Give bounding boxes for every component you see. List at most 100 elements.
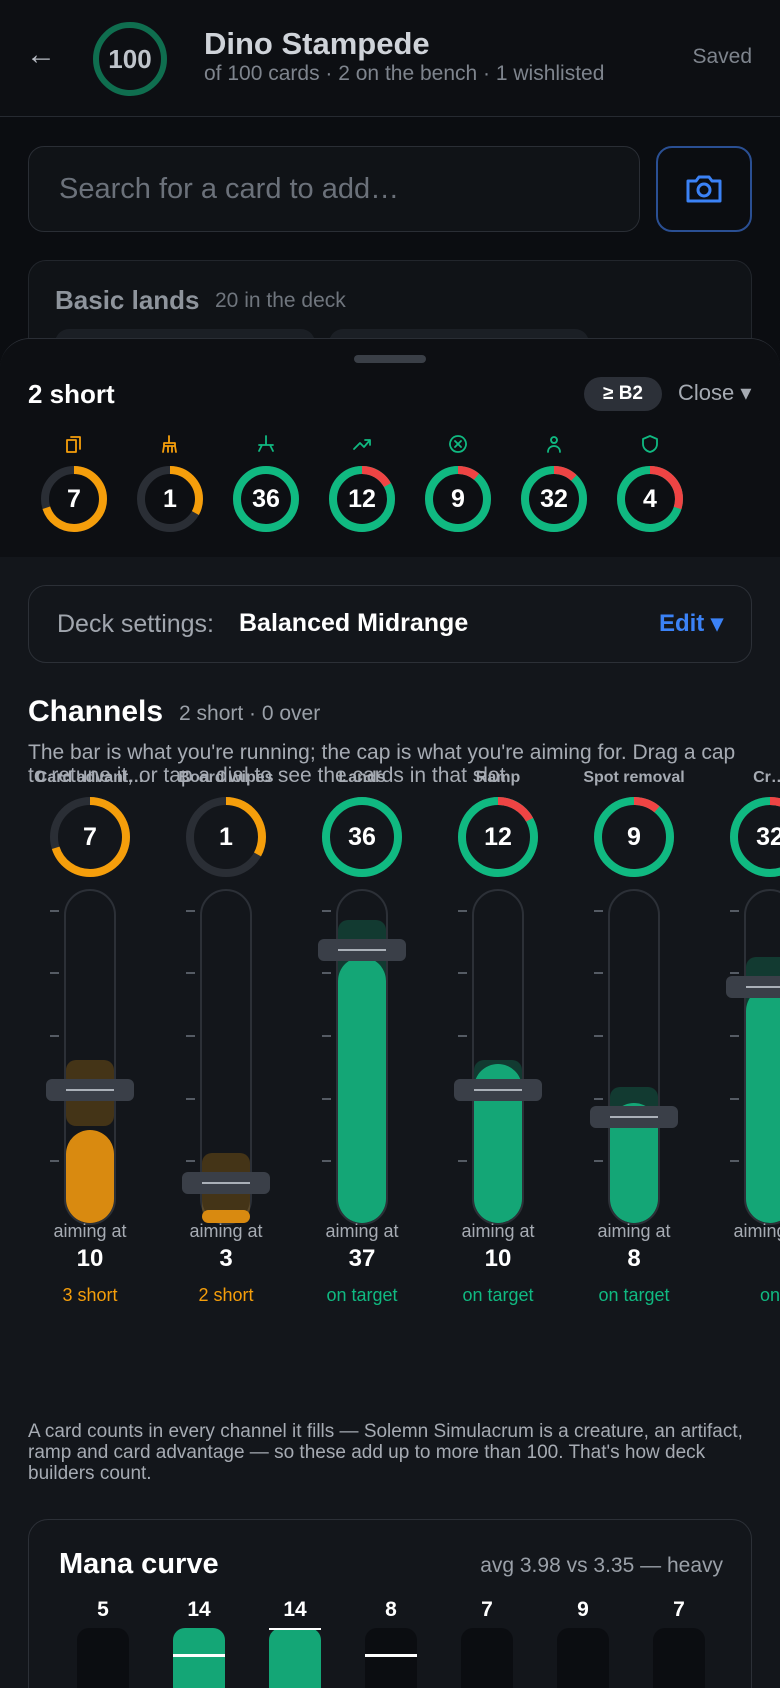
track-tick — [186, 1160, 195, 1163]
channels-subtitle: 2 short · 0 over — [179, 702, 321, 725]
target-value: 8 — [627, 1245, 641, 1272]
channel-dial[interactable] — [458, 797, 538, 877]
track-tick — [186, 972, 195, 975]
track-tick — [50, 1160, 59, 1163]
summary-dial[interactable]: 32 — [521, 434, 587, 542]
mana-curve-column[interactable]: 14 — [267, 1598, 323, 1688]
aiming-label: aiming at — [597, 1221, 671, 1241]
channel-status: 2 short — [198, 1285, 254, 1305]
basic-lands-subtitle: 20 in the deck — [215, 289, 346, 312]
summary-dial[interactable]: 4 — [617, 434, 683, 542]
summary-dial[interactable]: 9 — [425, 434, 491, 542]
mana-curve-count: 7 — [481, 1598, 493, 1621]
track-tick — [186, 1035, 195, 1038]
aiming-label: aiming at — [189, 1221, 263, 1241]
channel-column: Cr… 32 aiming at on — [710, 769, 780, 1305]
sheet-title: 2 short — [28, 379, 115, 409]
target-cap-handle[interactable] — [590, 1105, 678, 1128]
deck-subtitle: of 100 cards · 2 on the bench · 1 wishli… — [204, 62, 605, 85]
mana-curve-bar — [557, 1628, 609, 1688]
mana-curve-count: 14 — [283, 1598, 307, 1621]
trend-up-icon — [353, 439, 371, 450]
channel-dial-value: 7 — [83, 822, 97, 851]
track-tick — [322, 909, 331, 912]
summary-dial[interactable]: 1 — [137, 434, 203, 542]
deck-settings[interactable]: Deck settings: Balanced Midrange Edit ▾ — [28, 585, 752, 663]
channel-column: Spot removal 9 aiming at 8 on target — [574, 769, 694, 1305]
channel-status: on target — [326, 1285, 398, 1305]
target-value: 3 — [219, 1245, 233, 1272]
channel-dial-value: 12 — [484, 822, 512, 851]
summary-dial[interactable]: 12 — [329, 434, 395, 542]
track-tick — [186, 909, 195, 912]
channel-name: Spot removal — [583, 769, 685, 786]
dial-ring — [41, 466, 107, 532]
card-count: 100 — [108, 43, 152, 74]
channels-description: The bar is what you're running; the cap … — [28, 741, 736, 787]
drag-handle[interactable] — [354, 355, 426, 363]
summary-dial[interactable]: 36 — [233, 434, 299, 542]
channel-status: on target — [598, 1285, 670, 1305]
target-cap-handle[interactable] — [46, 1079, 134, 1102]
mana-curve-bar — [269, 1628, 321, 1688]
mana-curve-bar — [365, 1628, 417, 1688]
channel-dial-value: 1 — [219, 822, 233, 851]
channel-track — [608, 889, 660, 1225]
running-bar — [338, 957, 386, 1223]
target-cap-handle[interactable] — [182, 1172, 270, 1195]
mana-curve-column[interactable]: 5 — [75, 1598, 131, 1688]
channel-dial[interactable] — [322, 797, 402, 877]
broom-icon — [162, 435, 177, 453]
dial-value: 36 — [252, 484, 280, 513]
aiming-label: aiming at — [53, 1221, 127, 1241]
target-cap-handle[interactable] — [454, 1079, 542, 1102]
channel-status: 3 short — [62, 1285, 118, 1305]
mana-curve-column[interactable]: 7 — [459, 1598, 515, 1688]
channel-track — [200, 889, 252, 1225]
channel-dial[interactable] — [50, 797, 130, 877]
target-cap-handle[interactable] — [726, 975, 780, 998]
aiming-label: aiming at — [325, 1221, 399, 1241]
track-tick — [322, 1097, 331, 1100]
mana-curve-count: 8 — [385, 1598, 397, 1621]
dial-ring — [233, 466, 299, 532]
aiming-label: aiming at — [733, 1221, 780, 1241]
bracket-badge[interactable]: ≥ B2 — [584, 377, 662, 411]
track-tick — [50, 972, 59, 975]
track-tick — [458, 972, 467, 975]
track-tick — [322, 1035, 331, 1038]
mana-curve-count: 9 — [577, 1598, 589, 1621]
mana-curve-column[interactable]: 9 — [555, 1598, 611, 1688]
channel-dial[interactable] — [186, 797, 266, 877]
channel-name: Ramp — [475, 769, 521, 786]
edit-settings-button[interactable]: Edit ▾ — [658, 610, 723, 637]
channels-title: Channels — [28, 695, 164, 728]
deck-header: ← 100 Dino Stampede of 100 cards · 2 on … — [0, 0, 780, 117]
close-button[interactable]: Close ▾ — [678, 380, 752, 405]
track-tick — [594, 1097, 603, 1100]
channel-track — [472, 889, 524, 1225]
target-line — [269, 1628, 321, 1630]
deck-name[interactable]: Dino Stampede — [204, 26, 430, 61]
card-search-input[interactable]: Search for a card to add… — [28, 146, 640, 232]
mana-curve-bar — [77, 1628, 129, 1688]
back-arrow-icon[interactable]: ← — [26, 38, 56, 71]
running-bar — [746, 986, 780, 1223]
mana-curve-column[interactable]: 14 — [171, 1598, 227, 1688]
track-tick — [186, 1097, 195, 1100]
running-bar — [66, 1130, 114, 1223]
target-cap-handle[interactable] — [318, 939, 406, 962]
cards-icon — [66, 436, 81, 453]
channel-track — [336, 889, 388, 1225]
channel-track — [744, 889, 780, 1225]
mana-curve-column[interactable]: 8 — [363, 1598, 419, 1688]
mana-curve-column[interactable]: 7 — [651, 1598, 707, 1688]
camera-scan-button[interactable] — [656, 146, 752, 232]
count-ring-icon — [93, 22, 167, 96]
channel-dial[interactable] — [594, 797, 674, 877]
channel-name: Card advant… — [35, 769, 145, 786]
summary-dial[interactable]: 7 — [41, 434, 107, 542]
target-value: 37 — [348, 1245, 376, 1272]
channel-dial[interactable] — [730, 797, 780, 877]
